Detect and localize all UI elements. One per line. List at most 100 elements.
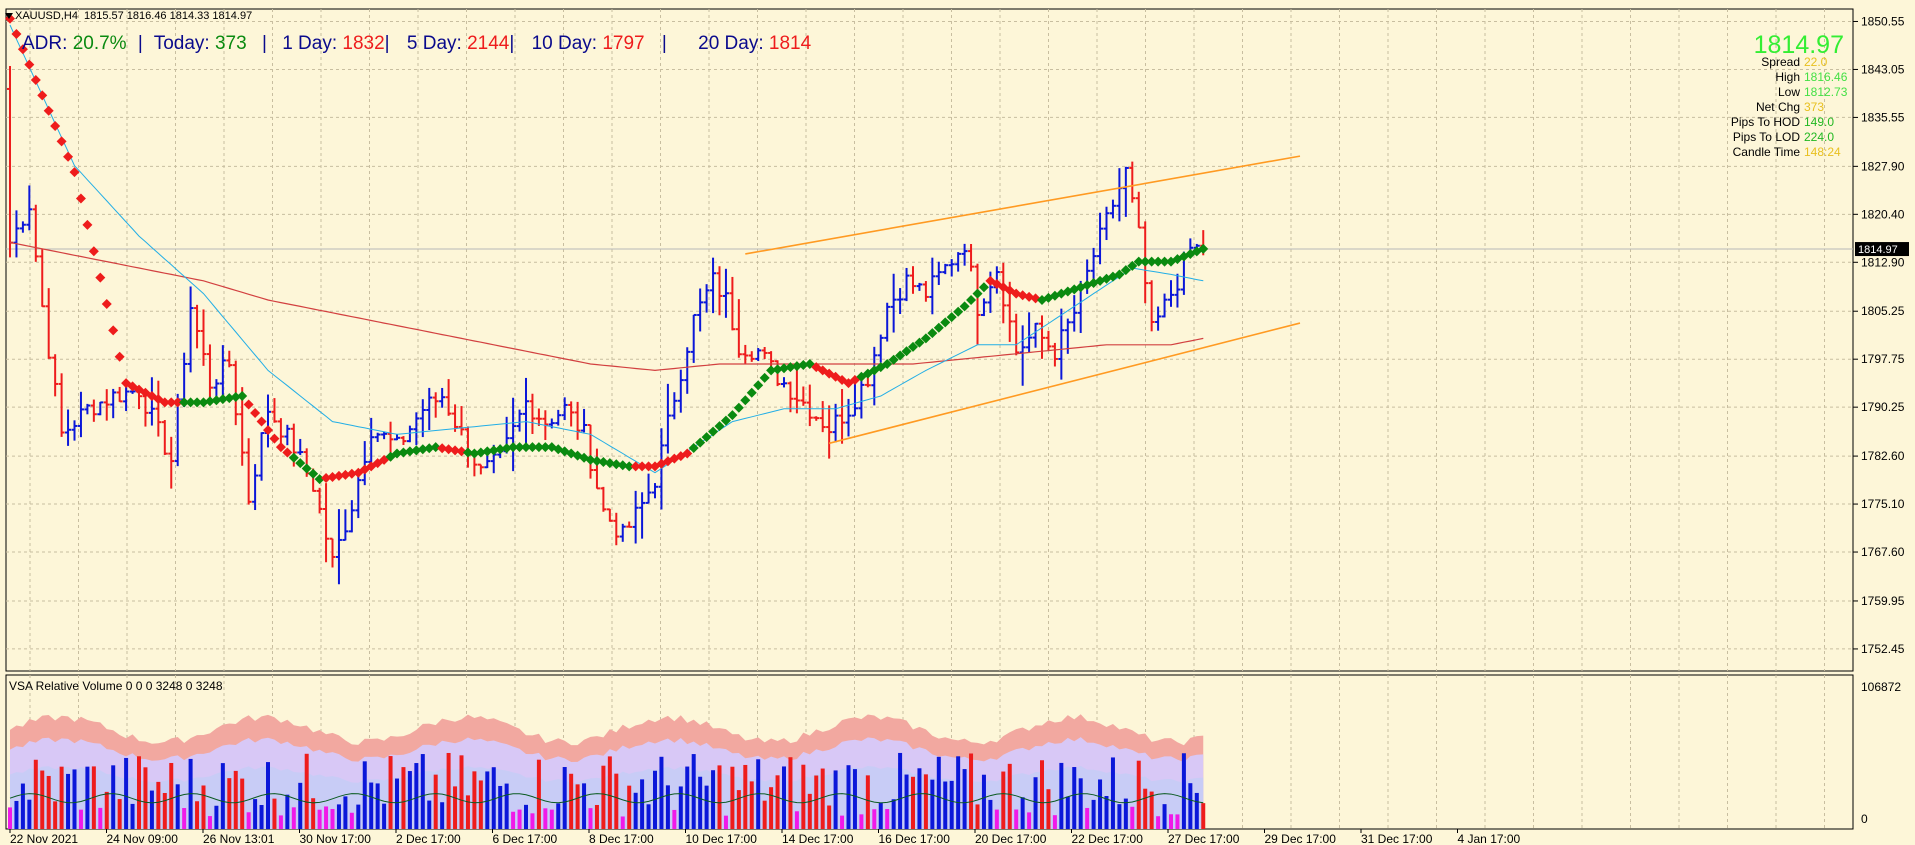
- volume-bar: [627, 785, 632, 829]
- volume-bar: [420, 754, 425, 829]
- info-row-label: Pips To HOD: [1730, 115, 1800, 129]
- ohlc-bar: [206, 344, 213, 398]
- ohlc-bar: [252, 464, 259, 511]
- ma-diamond: [759, 372, 770, 383]
- volume-bar: [949, 780, 954, 829]
- ma-diamond: [585, 454, 596, 465]
- volume-bar: [981, 774, 986, 829]
- volume-bar: [736, 790, 741, 829]
- ma-diamond: [398, 447, 409, 458]
- volume-bar: [266, 762, 270, 829]
- volume-bar: [162, 792, 167, 829]
- ohlc-bar: [32, 204, 39, 262]
- volume-bar: [833, 770, 838, 829]
- ma-diamond: [682, 448, 693, 459]
- triangle-down-icon[interactable]: [5, 13, 13, 19]
- ohlc-bar: [71, 420, 78, 441]
- volume-bar: [917, 768, 922, 829]
- ma-diamond: [746, 387, 757, 398]
- ohlc-bar: [323, 483, 330, 563]
- ohlc-bar: [413, 412, 420, 446]
- ohlc-bar: [1168, 280, 1174, 307]
- ma-diamond: [598, 457, 609, 468]
- volume-bar: [898, 752, 903, 829]
- ohlc-bar: [684, 347, 691, 394]
- ohlc-bar: [1013, 313, 1020, 356]
- ma-diamond: [204, 396, 215, 407]
- day20-label: 20 Day:: [698, 33, 764, 54]
- ma-diamond: [346, 468, 357, 479]
- ma-diamond: [630, 461, 641, 472]
- ma-diamond: [521, 442, 531, 453]
- ma-diamond: [462, 447, 473, 458]
- ohlc-bar: [52, 354, 59, 397]
- ohlc-bar: [258, 432, 265, 481]
- ohlc-bar: [116, 386, 123, 403]
- ohlc-bar: [664, 383, 671, 454]
- ma-diamond: [263, 425, 273, 436]
- ma-diamond: [888, 354, 899, 365]
- volume-bar: [382, 803, 387, 829]
- ohlc-bar: [1155, 306, 1162, 331]
- ohlc-bar: [103, 389, 110, 421]
- ma-diamond: [772, 364, 783, 375]
- volume-bar: [1065, 796, 1070, 829]
- volume-bar: [278, 815, 283, 829]
- volume-bar: [1033, 777, 1038, 829]
- ma-diamond: [1146, 256, 1157, 267]
- volume-scale-bottom: 0: [1861, 812, 1868, 826]
- ohlc-bar: [419, 399, 426, 438]
- volume-title: VSA Relative Volume 0 0 0 3248 0 3248: [9, 679, 223, 693]
- ma-diamond: [727, 410, 738, 421]
- volume-bar: [672, 809, 677, 829]
- ohlc-bar: [851, 380, 858, 417]
- price-tick-label: 1752.45: [1861, 642, 1905, 656]
- day20-value: 1814: [768, 33, 812, 54]
- ma-diamond: [914, 337, 925, 348]
- ohlc-bar: [980, 298, 987, 317]
- volume-bar: [137, 756, 141, 829]
- volume-bar: [401, 767, 406, 829]
- ma-diamond: [708, 426, 719, 437]
- ma-diamond: [308, 468, 319, 479]
- volume-bar: [440, 802, 445, 829]
- ohlc-bar: [432, 392, 439, 418]
- volume-bar: [1188, 783, 1193, 829]
- volume-bar: [253, 799, 258, 829]
- ohlc-bar: [632, 490, 639, 544]
- volume-bar: [646, 804, 651, 829]
- volume-bar: [562, 767, 567, 829]
- ohlc-bar: [426, 387, 433, 431]
- volume-scale-top: 106872: [1861, 680, 1901, 694]
- volume-bar: [169, 762, 174, 829]
- volume-bar: [846, 765, 851, 829]
- ohlc-bar: [1051, 342, 1058, 367]
- volume-bar: [1130, 806, 1135, 829]
- ma-diamond: [1127, 260, 1138, 271]
- volume-bar: [130, 803, 135, 829]
- ma-diamond: [301, 463, 312, 474]
- ma-diamond: [791, 361, 802, 372]
- ohlc-bar: [97, 401, 104, 416]
- ma-diamond: [1114, 269, 1125, 280]
- price-tick-label: 1820.40: [1861, 207, 1905, 221]
- ohlc-bar: [1032, 322, 1039, 348]
- ohlc-bar: [1122, 166, 1129, 217]
- price-tick-label: 1775.10: [1861, 497, 1905, 511]
- volume-bar: [1123, 798, 1128, 829]
- ohlc-bar: [1129, 161, 1136, 203]
- volume-bar: [543, 808, 548, 829]
- ma-diamond: [714, 421, 725, 432]
- ma-diamond: [172, 397, 183, 408]
- volume-bar: [504, 783, 509, 829]
- ma-diamond: [895, 350, 906, 361]
- ma-diamond: [179, 397, 190, 408]
- volume-bar: [317, 809, 322, 829]
- time-tick-label: 14 Dec 17:00: [782, 832, 854, 845]
- ohlc-bar: [606, 508, 613, 522]
- ohlc-bar: [1109, 199, 1116, 219]
- volume-bar: [498, 785, 503, 829]
- ohlc-bar: [916, 282, 923, 291]
- volume-bar: [594, 804, 599, 829]
